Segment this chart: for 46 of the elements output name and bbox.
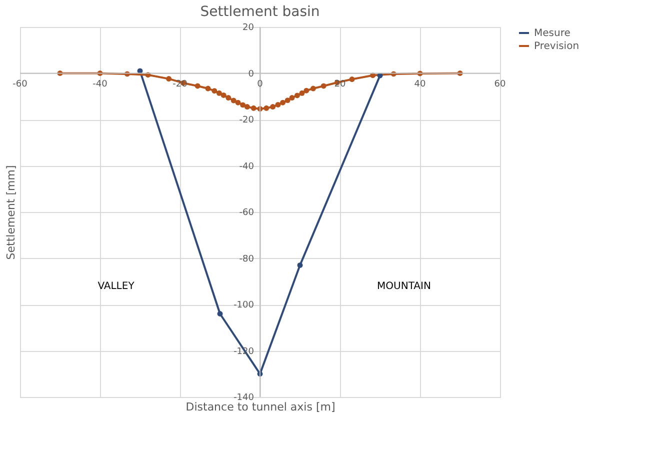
point bbox=[250, 105, 256, 111]
point bbox=[244, 104, 250, 110]
point bbox=[220, 92, 226, 98]
point bbox=[297, 262, 303, 268]
point bbox=[216, 90, 222, 96]
point bbox=[280, 100, 286, 106]
point bbox=[230, 98, 236, 104]
point bbox=[235, 100, 241, 106]
x-axis-title: Distance to tunnel axis [m] bbox=[186, 400, 336, 414]
point bbox=[320, 83, 326, 89]
x-tick-label: 0 bbox=[257, 79, 264, 90]
point bbox=[217, 311, 223, 316]
legend-label: Mesure bbox=[534, 28, 570, 39]
point bbox=[166, 76, 172, 82]
y-tick-label: -60 bbox=[239, 208, 254, 218]
annotation: VALLEY bbox=[98, 281, 136, 292]
point bbox=[275, 102, 281, 108]
point bbox=[349, 76, 355, 82]
x-tick-label: 40 bbox=[414, 79, 426, 90]
y-tick-label: -20 bbox=[239, 116, 254, 126]
point bbox=[289, 95, 295, 100]
annotation: MOUNTAIN bbox=[377, 281, 431, 292]
point bbox=[226, 95, 232, 100]
point bbox=[310, 86, 316, 92]
y-tick-label: 0 bbox=[248, 69, 254, 80]
x-tick-label: 60 bbox=[494, 79, 506, 90]
y-axis-title: Settlement [mm] bbox=[4, 165, 18, 260]
point bbox=[264, 105, 270, 111]
point bbox=[205, 86, 211, 92]
x-tick-label: -40 bbox=[92, 79, 108, 90]
y-tick-label: -80 bbox=[239, 254, 254, 264]
chart-title: Settlement basin bbox=[200, 4, 320, 20]
y-tick-label: -100 bbox=[234, 300, 254, 310]
y-tick-label: -40 bbox=[239, 162, 254, 172]
point bbox=[270, 104, 276, 110]
point bbox=[194, 83, 200, 89]
point bbox=[304, 88, 310, 94]
y-tick-label: -140 bbox=[234, 393, 254, 403]
point bbox=[284, 98, 290, 104]
legend-label: Prevision bbox=[534, 41, 580, 52]
point bbox=[212, 88, 218, 94]
point bbox=[294, 92, 300, 98]
point bbox=[240, 102, 246, 108]
x-tick-label: -60 bbox=[12, 79, 28, 90]
point bbox=[299, 90, 305, 96]
y-tick-label: 20 bbox=[242, 23, 254, 33]
